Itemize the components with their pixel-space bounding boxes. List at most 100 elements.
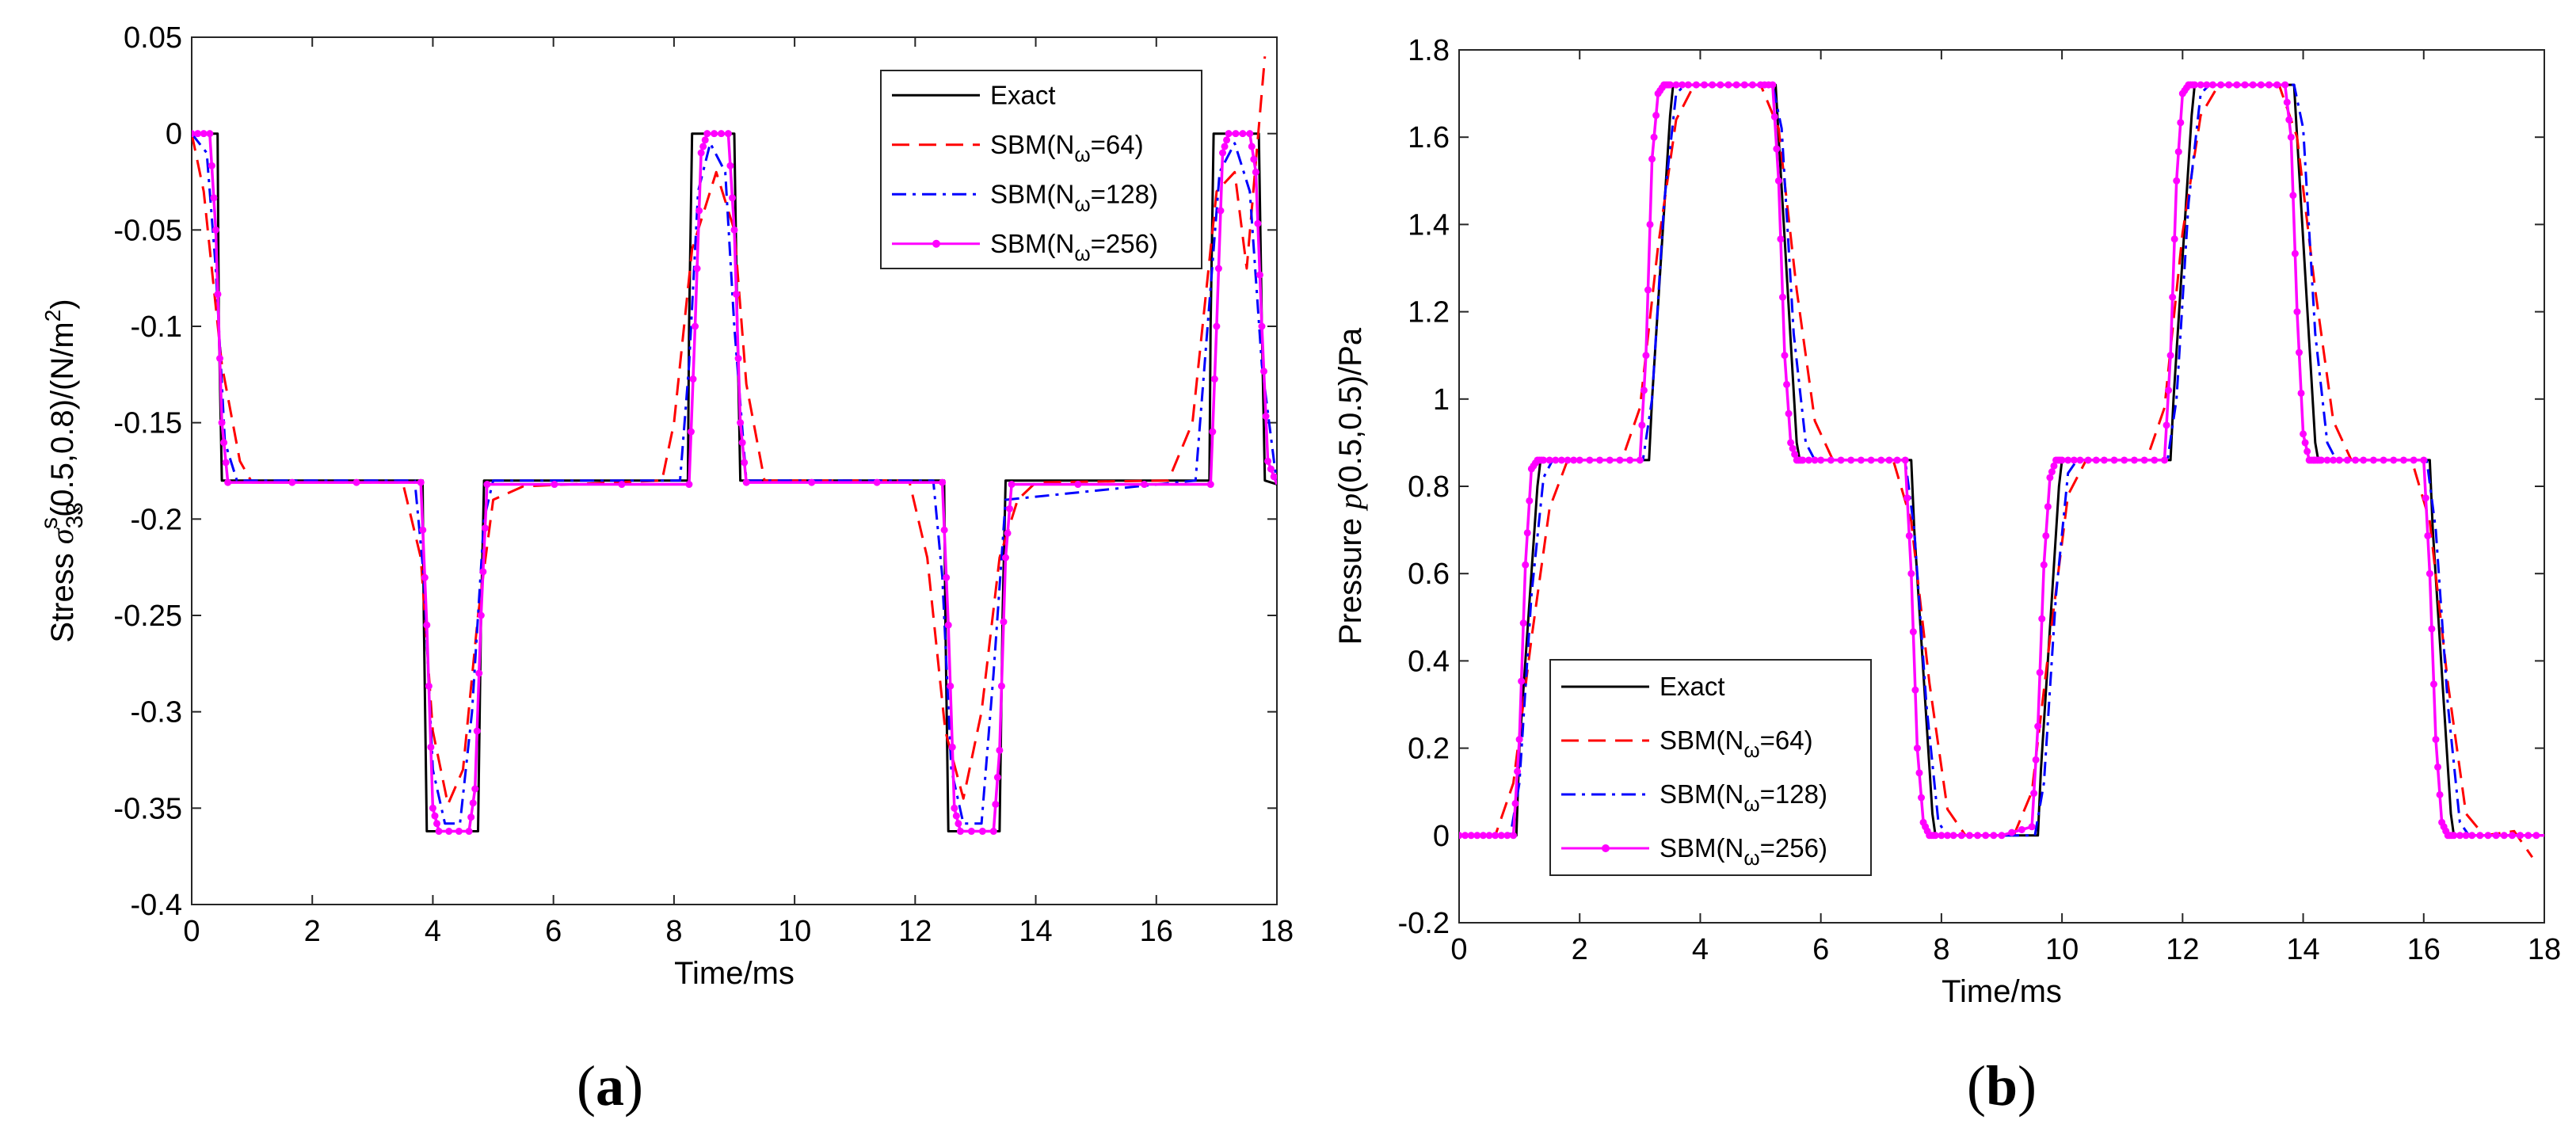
- chart-0-series-3-point: [737, 419, 745, 427]
- chart-0-plot-area: [192, 56, 1277, 836]
- chart-1-series-3-point: [2273, 81, 2281, 89]
- chart-0-series-3-point: [218, 419, 226, 427]
- chart-a: 0 2 4 6 8 10 12 14 16 18 -0.4 -0.35 -0.3 -0.25 -0.2 -0.…: [36, 21, 1294, 1118]
- chart-1-series-3-point: [2170, 235, 2178, 243]
- chart-1-series-3-point: [1724, 81, 1732, 89]
- chart-1-series-3-point: [2046, 474, 2054, 482]
- chart-0-series-3-point: [1214, 265, 1222, 272]
- chart-1-series-3-point: [1938, 832, 1945, 840]
- chart-0-series-3-point: [1219, 149, 1226, 157]
- chart-0-series-3-point: [948, 743, 956, 751]
- chart-1-series-3-point: [1817, 456, 1825, 464]
- chart-1-series-3-point: [2174, 148, 2182, 156]
- chart-1-series-3-point: [1510, 832, 1517, 840]
- chart-1-series-3-point: [2335, 456, 2343, 464]
- chart-1-series-3-point: [2380, 456, 2387, 464]
- chart-0-series-3-point: [481, 524, 489, 532]
- chart-1-series-3-point: [2287, 133, 2295, 141]
- chart-0-series-3-point: [467, 813, 475, 821]
- chart-0-legend-label: SBM(Nω=128): [990, 179, 1158, 215]
- chart-0-series-3-point: [1262, 413, 1270, 421]
- chart-1-series-3-point: [1877, 456, 1885, 464]
- chart-1-series-3-point: [1650, 133, 1658, 141]
- chart-1-series-3-point: [2058, 456, 2066, 464]
- chart-0-series-3-point: [1260, 368, 1268, 375]
- chart-0-series-3-point: [1250, 155, 1258, 163]
- chart-1-series-3-point: [1644, 286, 1652, 294]
- chart-0-series-3-point: [551, 481, 558, 489]
- chart-1-series-3-point: [2500, 832, 2508, 840]
- chart-1-series-3-point: [1540, 456, 1548, 464]
- chart-0-series-3-point: [711, 130, 718, 138]
- chart-1-series-3-point: [2369, 456, 2377, 464]
- chart-0-series-1-line: [192, 56, 1267, 806]
- chart-1-series-3-point: [2468, 832, 2476, 840]
- chart-0-series-3-point: [978, 828, 986, 836]
- chart-1-series-3-point: [2151, 456, 2159, 464]
- chart-1-ytick-label: 1.6: [1408, 121, 1450, 154]
- chart-1-ytick-label: -0.2: [1398, 907, 1450, 940]
- chart-1-series-3-point: [1949, 832, 1957, 840]
- chart-1-series-3-point: [1570, 456, 1578, 464]
- chart-1-series-3-point: [2064, 456, 2072, 464]
- chart-0-series-3-line: [192, 131, 1277, 833]
- chart-0-ytick-label: -0.4: [131, 889, 182, 922]
- chart-0-series-3-point: [421, 573, 429, 581]
- chart-0-series-3-point: [940, 526, 948, 534]
- chart-0-series-3-point: [206, 130, 214, 138]
- chart-0-series-3-point: [742, 478, 750, 486]
- chart-1-panel-label: (b): [1967, 1054, 2037, 1118]
- chart-1-series-3-point: [2293, 308, 2301, 316]
- chart-0-series-3-point: [1248, 143, 1256, 150]
- chart-1-series-3-point: [2121, 456, 2128, 464]
- chart-1-series-3-point: [2317, 456, 2325, 464]
- chart-0-series-3-point: [993, 773, 1001, 781]
- chart-0-series-3-point: [738, 439, 746, 447]
- chart-0-series-3-point: [1252, 168, 1259, 176]
- chart-1-series-3-point: [1791, 451, 1799, 459]
- chart-1-series-3-point: [1748, 81, 1756, 89]
- chart-0-series-3-point: [724, 130, 732, 138]
- chart-1-series-3-point: [2428, 625, 2436, 633]
- chart-1-series-3-point: [1586, 456, 1594, 464]
- chart-1-series-3-point: [2130, 456, 2138, 464]
- chart-0-xtick-label: 4: [425, 915, 441, 948]
- chart-0-series-3-point: [703, 130, 711, 138]
- chart-0-xtick-label: 2: [304, 915, 321, 948]
- chart-1-xtick-label: 4: [1692, 933, 1709, 966]
- chart-1-series-3-point: [1982, 832, 1990, 840]
- chart-0-series-3-point: [435, 828, 443, 836]
- chart-1-series-3-point: [2165, 387, 2173, 394]
- chart-1-series-3-point: [2492, 832, 2500, 840]
- chart-1-series-3-point: [2161, 456, 2168, 464]
- chart-1-series-3-point: [2249, 81, 2257, 89]
- chart-0-series-3-point: [469, 799, 477, 807]
- chart-0-series-3-point: [808, 478, 816, 486]
- chart-0-series-3-point: [433, 820, 441, 828]
- chart-0-series-3-point: [1270, 473, 1277, 481]
- chart-0-series-3-point: [956, 828, 964, 836]
- chart-0-legend-marker: [932, 239, 940, 248]
- chart-0-series-3-point: [211, 226, 219, 234]
- chart-1-series-3-point: [1847, 456, 1855, 464]
- chart-1-series-3-point: [2291, 249, 2299, 257]
- chart-1-ytick-label: 0.2: [1408, 733, 1450, 766]
- chart-1-series-3-point: [2390, 456, 2398, 464]
- chart-1-series-3-point: [1990, 832, 1998, 840]
- chart-1-series-3-point: [1867, 456, 1875, 464]
- chart-0-series-3-point: [1210, 375, 1218, 383]
- chart-0-series-3-point: [1232, 130, 1240, 138]
- chart-0-panel-label: (a): [577, 1054, 643, 1118]
- chart-1-series-3-point: [1461, 832, 1469, 840]
- chart-1-series-3-point: [1783, 380, 1791, 388]
- chart-0-series-3-point: [475, 669, 483, 677]
- chart-0-series-3-point: [873, 478, 881, 486]
- chart-1-series-3-point: [1564, 456, 1572, 464]
- chart-1-xlabel: Time/ms: [1942, 974, 2062, 1009]
- chart-1-series-3-point: [1684, 81, 1692, 89]
- chart-1-series-3-point: [2265, 81, 2273, 89]
- chart-1-series-3-point: [1965, 832, 1973, 840]
- chart-1-series-3-point: [1773, 145, 1781, 153]
- chart-0-ytick-label: -0.1: [131, 310, 182, 344]
